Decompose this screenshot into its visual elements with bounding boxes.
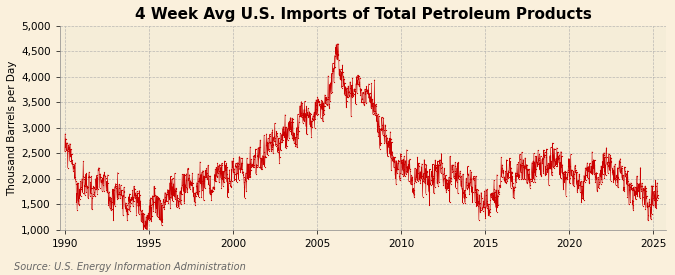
Text: Source: U.S. Energy Information Administration: Source: U.S. Energy Information Administ… [14,262,245,272]
Title: 4 Week Avg U.S. Imports of Total Petroleum Products: 4 Week Avg U.S. Imports of Total Petrole… [135,7,591,22]
Y-axis label: Thousand Barrels per Day: Thousand Barrels per Day [7,60,17,196]
